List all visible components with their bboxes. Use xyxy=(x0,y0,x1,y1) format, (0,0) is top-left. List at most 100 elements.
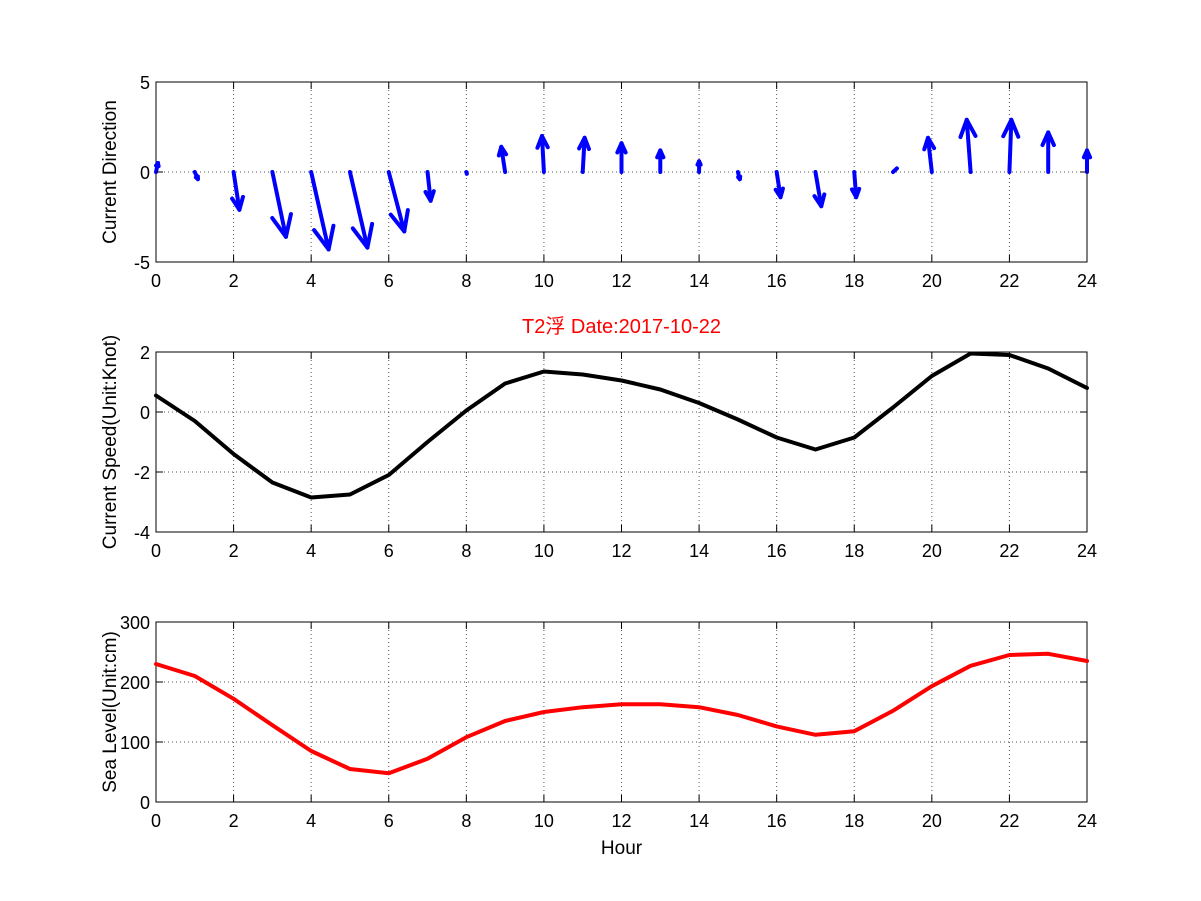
current-arrow xyxy=(347,170,375,250)
series-line xyxy=(154,651,1089,776)
x-tick-label: 22 xyxy=(999,271,1019,291)
arrow-head xyxy=(423,189,436,203)
arrow-head xyxy=(773,186,785,200)
x-tick-label: 4 xyxy=(306,541,316,561)
arrow-shaft xyxy=(309,170,331,252)
arrow-head xyxy=(958,117,978,140)
arrow-head xyxy=(849,186,862,200)
y-axis-label: Sea Level(Unit:cm) xyxy=(100,631,121,793)
current-arrow xyxy=(192,170,200,182)
x-tick-label: 22 xyxy=(999,541,1019,561)
series-line xyxy=(154,351,1089,500)
arrow-head xyxy=(312,223,336,252)
arrow-head xyxy=(230,194,245,212)
y-tick-label: 200 xyxy=(120,673,150,693)
arrow-shaft xyxy=(964,117,973,174)
y-tick-label: 0 xyxy=(140,403,150,423)
current-arrow xyxy=(464,170,469,176)
current-arrow xyxy=(958,117,978,174)
arrow-shaft xyxy=(813,170,824,209)
x-tick-label: 16 xyxy=(767,541,787,561)
y-tick-label: -5 xyxy=(134,253,150,273)
y-tick-label: 5 xyxy=(140,73,150,93)
arrow-head xyxy=(270,212,293,239)
arrow-head xyxy=(1001,117,1021,139)
current-speed-panel: T2浮 Date:2017-10-22 0 2 4 6 8 10 12 14 16 18 20 22 2… xyxy=(100,315,1097,561)
x-tick-label: 18 xyxy=(844,271,864,291)
current-arrow xyxy=(270,170,293,239)
plot-frame xyxy=(155,621,1088,803)
current-arrow xyxy=(1081,148,1093,174)
current-arrow xyxy=(695,159,703,174)
y-tick-label: 0 xyxy=(140,163,150,183)
x-tick-label: 18 xyxy=(844,541,864,561)
x-tick-label: 16 xyxy=(767,811,787,831)
arrow-head xyxy=(922,135,937,152)
ticks: 0 2 4 6 8 10 12 14 16 18 20 22 24-4-202 xyxy=(134,343,1097,561)
x-tick-label: 8 xyxy=(461,811,471,831)
y-tick-label: -2 xyxy=(134,463,150,483)
arrow-head xyxy=(695,159,703,167)
arrow-shaft xyxy=(1007,117,1014,174)
x-tick-label: 20 xyxy=(922,541,942,561)
current-arrow xyxy=(386,170,410,234)
arrow-head xyxy=(193,174,200,182)
y-axis-label: Current Speed(Unit:Knot) xyxy=(100,335,121,549)
arrow-head xyxy=(350,221,375,250)
arrow-head xyxy=(1040,130,1056,148)
current-arrow xyxy=(615,141,628,174)
x-tick-label: 8 xyxy=(461,271,471,291)
arrows xyxy=(154,117,1093,252)
current-arrow xyxy=(812,170,827,209)
x-tick-label: 24 xyxy=(1077,811,1097,831)
arrow-shaft xyxy=(347,170,370,250)
x-tick-label: 14 xyxy=(689,271,709,291)
current-arrow xyxy=(849,170,862,200)
x-tick-label: 12 xyxy=(611,541,631,561)
y-tick-label: 0 xyxy=(140,793,150,813)
x-tick-label: 24 xyxy=(1077,271,1097,291)
current-arrow xyxy=(154,161,161,174)
arrow-shaft xyxy=(539,134,546,174)
x-tick-label: 12 xyxy=(611,811,631,831)
current-arrow xyxy=(230,170,245,212)
x-tick-label: 4 xyxy=(306,271,316,291)
arrow-head xyxy=(154,161,161,169)
current-arrow xyxy=(423,170,436,203)
current-arrow xyxy=(309,170,336,252)
arrow-head xyxy=(655,148,666,160)
arrow-shaft xyxy=(231,170,242,212)
x-axis-label: Hour xyxy=(601,838,643,859)
y-tick-label: 100 xyxy=(120,733,150,753)
arrow-shaft xyxy=(386,170,407,234)
current-direction-panel: 0 2 4 6 8 10 12 14 16 18 20 22 24-505 Current Direct… xyxy=(100,73,1097,291)
arrow-shaft xyxy=(891,166,899,174)
arrow-head xyxy=(736,174,743,182)
x-tick-label: 0 xyxy=(151,271,161,291)
current-arrow xyxy=(773,170,785,200)
x-tick-label: 0 xyxy=(151,541,161,561)
x-tick-label: 2 xyxy=(229,541,239,561)
current-arrow xyxy=(922,135,937,174)
x-tick-label: 18 xyxy=(844,811,864,831)
x-tick-label: 2 xyxy=(229,811,239,831)
x-tick-label: 6 xyxy=(384,271,394,291)
arrow-head xyxy=(1081,148,1093,160)
x-tick-label: 24 xyxy=(1077,541,1097,561)
x-tick-label: 14 xyxy=(689,541,709,561)
arrow-shaft xyxy=(580,135,587,174)
x-tick-label: 4 xyxy=(306,811,316,831)
x-tick-label: 16 xyxy=(767,271,787,291)
arrow-head xyxy=(496,144,509,158)
x-tick-label: 22 xyxy=(999,811,1019,831)
current-arrow xyxy=(535,134,550,174)
y-tick-label: -4 xyxy=(134,523,150,543)
arrow-head xyxy=(577,135,591,152)
current-arrow xyxy=(891,166,899,174)
x-tick-label: 20 xyxy=(922,271,942,291)
current-arrow xyxy=(496,144,509,174)
x-tick-label: 8 xyxy=(461,541,471,561)
